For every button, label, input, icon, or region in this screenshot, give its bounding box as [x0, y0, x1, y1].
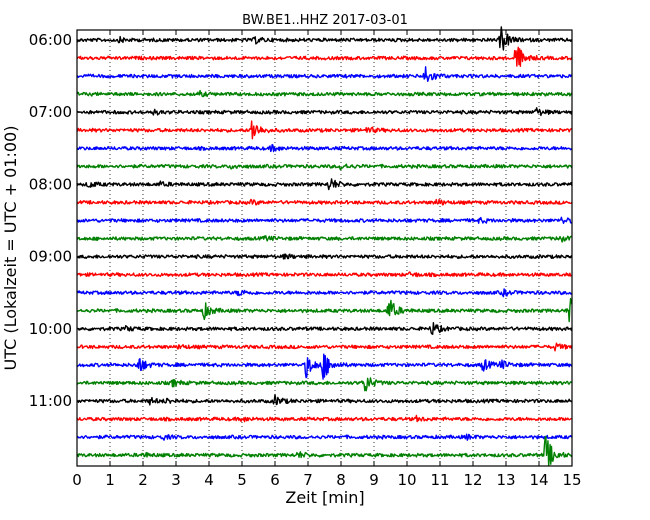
x-tick-label: 13: [496, 471, 515, 489]
x-tick-label: 1: [105, 471, 115, 489]
trace-0600: [76, 26, 573, 51]
trace-1045: [76, 377, 573, 392]
trace-0730: [76, 143, 573, 153]
trace-0930: [76, 288, 573, 298]
x-tick-label: 15: [562, 471, 581, 489]
chart-title: BW.BE1..HHZ 2017-03-01: [242, 13, 408, 28]
x-tick-label: 11: [430, 471, 449, 489]
x-tick-label: 9: [369, 471, 379, 489]
trace-0915: [76, 271, 573, 278]
trace-0630: [76, 66, 573, 83]
trace-0715: [76, 120, 573, 140]
y-tick-label: 06:00: [29, 31, 72, 49]
trace-1030: [76, 353, 573, 380]
trace-1100: [76, 393, 573, 406]
trace-1145: [76, 435, 573, 467]
trace-1130: [76, 433, 573, 441]
trace-1015: [76, 342, 573, 352]
trace-0830: [76, 216, 573, 224]
x-axis-label: Zeit [min]: [285, 488, 364, 507]
x-tick-label: 14: [529, 471, 548, 489]
x-tick-label: 6: [270, 471, 280, 489]
x-tick-label: 12: [463, 471, 482, 489]
x-tick-label: 5: [237, 471, 247, 489]
trace-layer: [76, 26, 573, 467]
trace-0745: [76, 163, 573, 171]
y-tick-label: 11:00: [29, 392, 72, 410]
trace-1115: [76, 414, 573, 423]
x-tick-label: 2: [138, 471, 148, 489]
x-tick-label: 7: [303, 471, 313, 489]
x-tick-label: 8: [336, 471, 346, 489]
trace-0900: [76, 253, 573, 260]
y-axis-label: UTC (Lokalzeit = UTC + 01:00): [1, 126, 20, 371]
tick-layer: 0 1 2 3 4 5 6 7 8 9 10 11 12 13 14 1506:0007:0008:0009:…: [29, 30, 582, 489]
trace-0815: [76, 198, 573, 206]
trace-0700: [76, 107, 573, 117]
x-tick-label: 3: [171, 471, 181, 489]
y-tick-label: 09:00: [29, 248, 72, 266]
x-tick-label: 0: [72, 471, 82, 489]
y-tick-label: 08:00: [29, 175, 72, 193]
x-tick-label: 10: [397, 471, 416, 489]
trace-1000: [76, 321, 573, 335]
y-tick-label: 07:00: [29, 103, 72, 121]
trace-0800: [76, 178, 573, 191]
y-tick-label: 10:00: [29, 320, 72, 338]
plot-frame: [76, 29, 573, 467]
x-tick-label: 4: [204, 471, 214, 489]
trace-0615: [76, 46, 573, 67]
trace-0845: [76, 235, 573, 243]
trace-0945: [76, 297, 573, 323]
trace-0645: [76, 89, 573, 98]
grid-layer: [109, 30, 540, 466]
